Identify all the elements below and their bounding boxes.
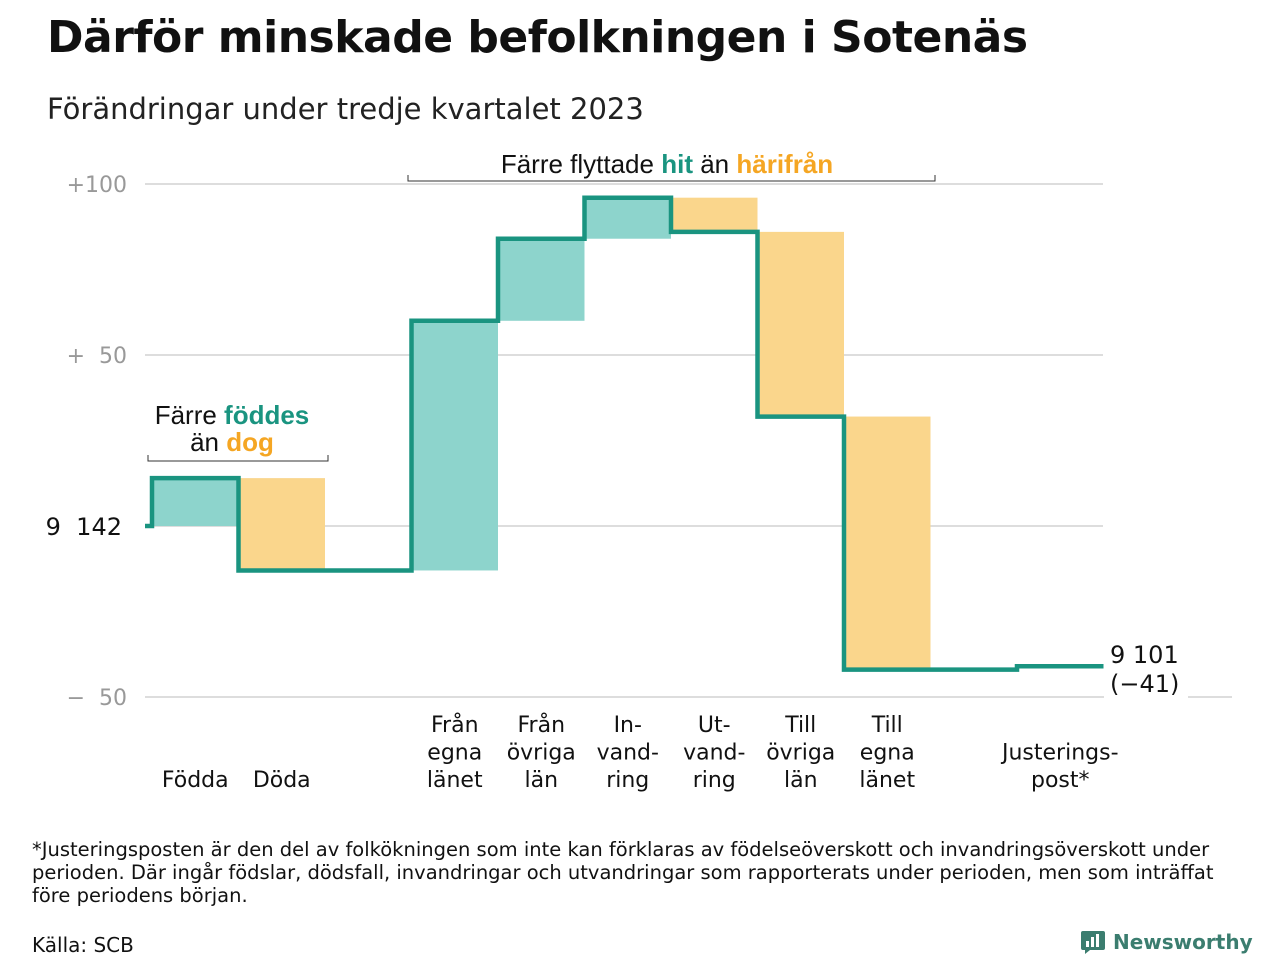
- annotation-highlight-born: föddes: [224, 400, 309, 430]
- footnote: *Justeringsposten är den del av folkökni…: [32, 838, 1214, 907]
- y-tick-label: + 50: [67, 344, 127, 369]
- x-category-label: ring: [606, 768, 649, 793]
- end-value-label: 9 101: [1110, 641, 1179, 669]
- births-annotation-line1: Färre föddes: [155, 400, 310, 430]
- inflow-bar: [498, 238, 585, 321]
- x-category-label: övriga: [507, 741, 576, 766]
- x-category-label: övriga: [766, 741, 835, 766]
- migration-bracket: [407, 175, 936, 182]
- newsworthy-logo-icon: [1081, 931, 1105, 954]
- outflow-bar: [844, 416, 931, 670]
- chart-title: Därför minskade befolkningen i Sotenäs: [47, 12, 1028, 63]
- migration-annotation: Färre flyttade hit än härifrån: [501, 149, 833, 179]
- logo-text: Newsworthy: [1113, 930, 1253, 954]
- x-category-label: Till: [784, 713, 816, 738]
- inflow-bar: [411, 320, 498, 571]
- outflow-bar: [757, 231, 844, 417]
- outflow-bar: [671, 197, 758, 232]
- population-step-line: [145, 195, 1104, 672]
- x-category-label: egna: [427, 741, 482, 766]
- source-note: Källa: SCB: [32, 933, 134, 957]
- x-category-label: län: [784, 768, 818, 793]
- chart-subtitle: Förändringar under tredje kvartalet 2023: [47, 92, 644, 126]
- y-tick-label: − 50: [67, 686, 127, 711]
- x-category-label: Justerings-: [1000, 741, 1119, 766]
- x-category-label: Ut-: [698, 713, 731, 738]
- x-category-label: länet: [859, 768, 915, 793]
- annotation-text: Färre: [155, 400, 224, 430]
- annotation-highlight-out: härifrån: [736, 149, 833, 179]
- births-bracket: [147, 455, 329, 462]
- outflow-bar: [238, 478, 325, 571]
- annotation-highlight-in: hit: [661, 149, 693, 179]
- x-category-label: ring: [693, 768, 736, 793]
- x-category-label: egna: [860, 741, 915, 766]
- x-category-label: Från: [431, 712, 479, 738]
- y-tick-label: +100: [67, 173, 127, 198]
- x-category-label: län: [524, 768, 558, 793]
- x-category-label: vand-: [597, 741, 659, 766]
- inflow-bar: [584, 197, 671, 239]
- x-category-label: vand-: [683, 741, 745, 766]
- x-category-label: Till: [871, 713, 903, 738]
- x-category-label: In-: [614, 713, 642, 738]
- x-category-label: länet: [427, 768, 483, 793]
- x-category-label: post*: [1031, 768, 1090, 793]
- end-label-background: [1104, 638, 1188, 700]
- x-category-label: Födda: [162, 768, 229, 793]
- inflow-bar: [152, 478, 239, 526]
- annotation-highlight-died: dog: [226, 427, 274, 457]
- annotation-text: än: [190, 427, 226, 457]
- annotation-text: Färre flyttade: [501, 149, 661, 179]
- x-category-label: Från: [517, 712, 565, 738]
- births-annotation-line2: än dog: [190, 427, 274, 457]
- newsworthy-logo: Newsworthy: [1080, 929, 1253, 955]
- annotation-text: än: [693, 149, 736, 179]
- end-change-label: (−41): [1110, 670, 1179, 698]
- start-value-label: 9 142: [46, 513, 122, 541]
- x-category-label: Döda: [253, 768, 311, 793]
